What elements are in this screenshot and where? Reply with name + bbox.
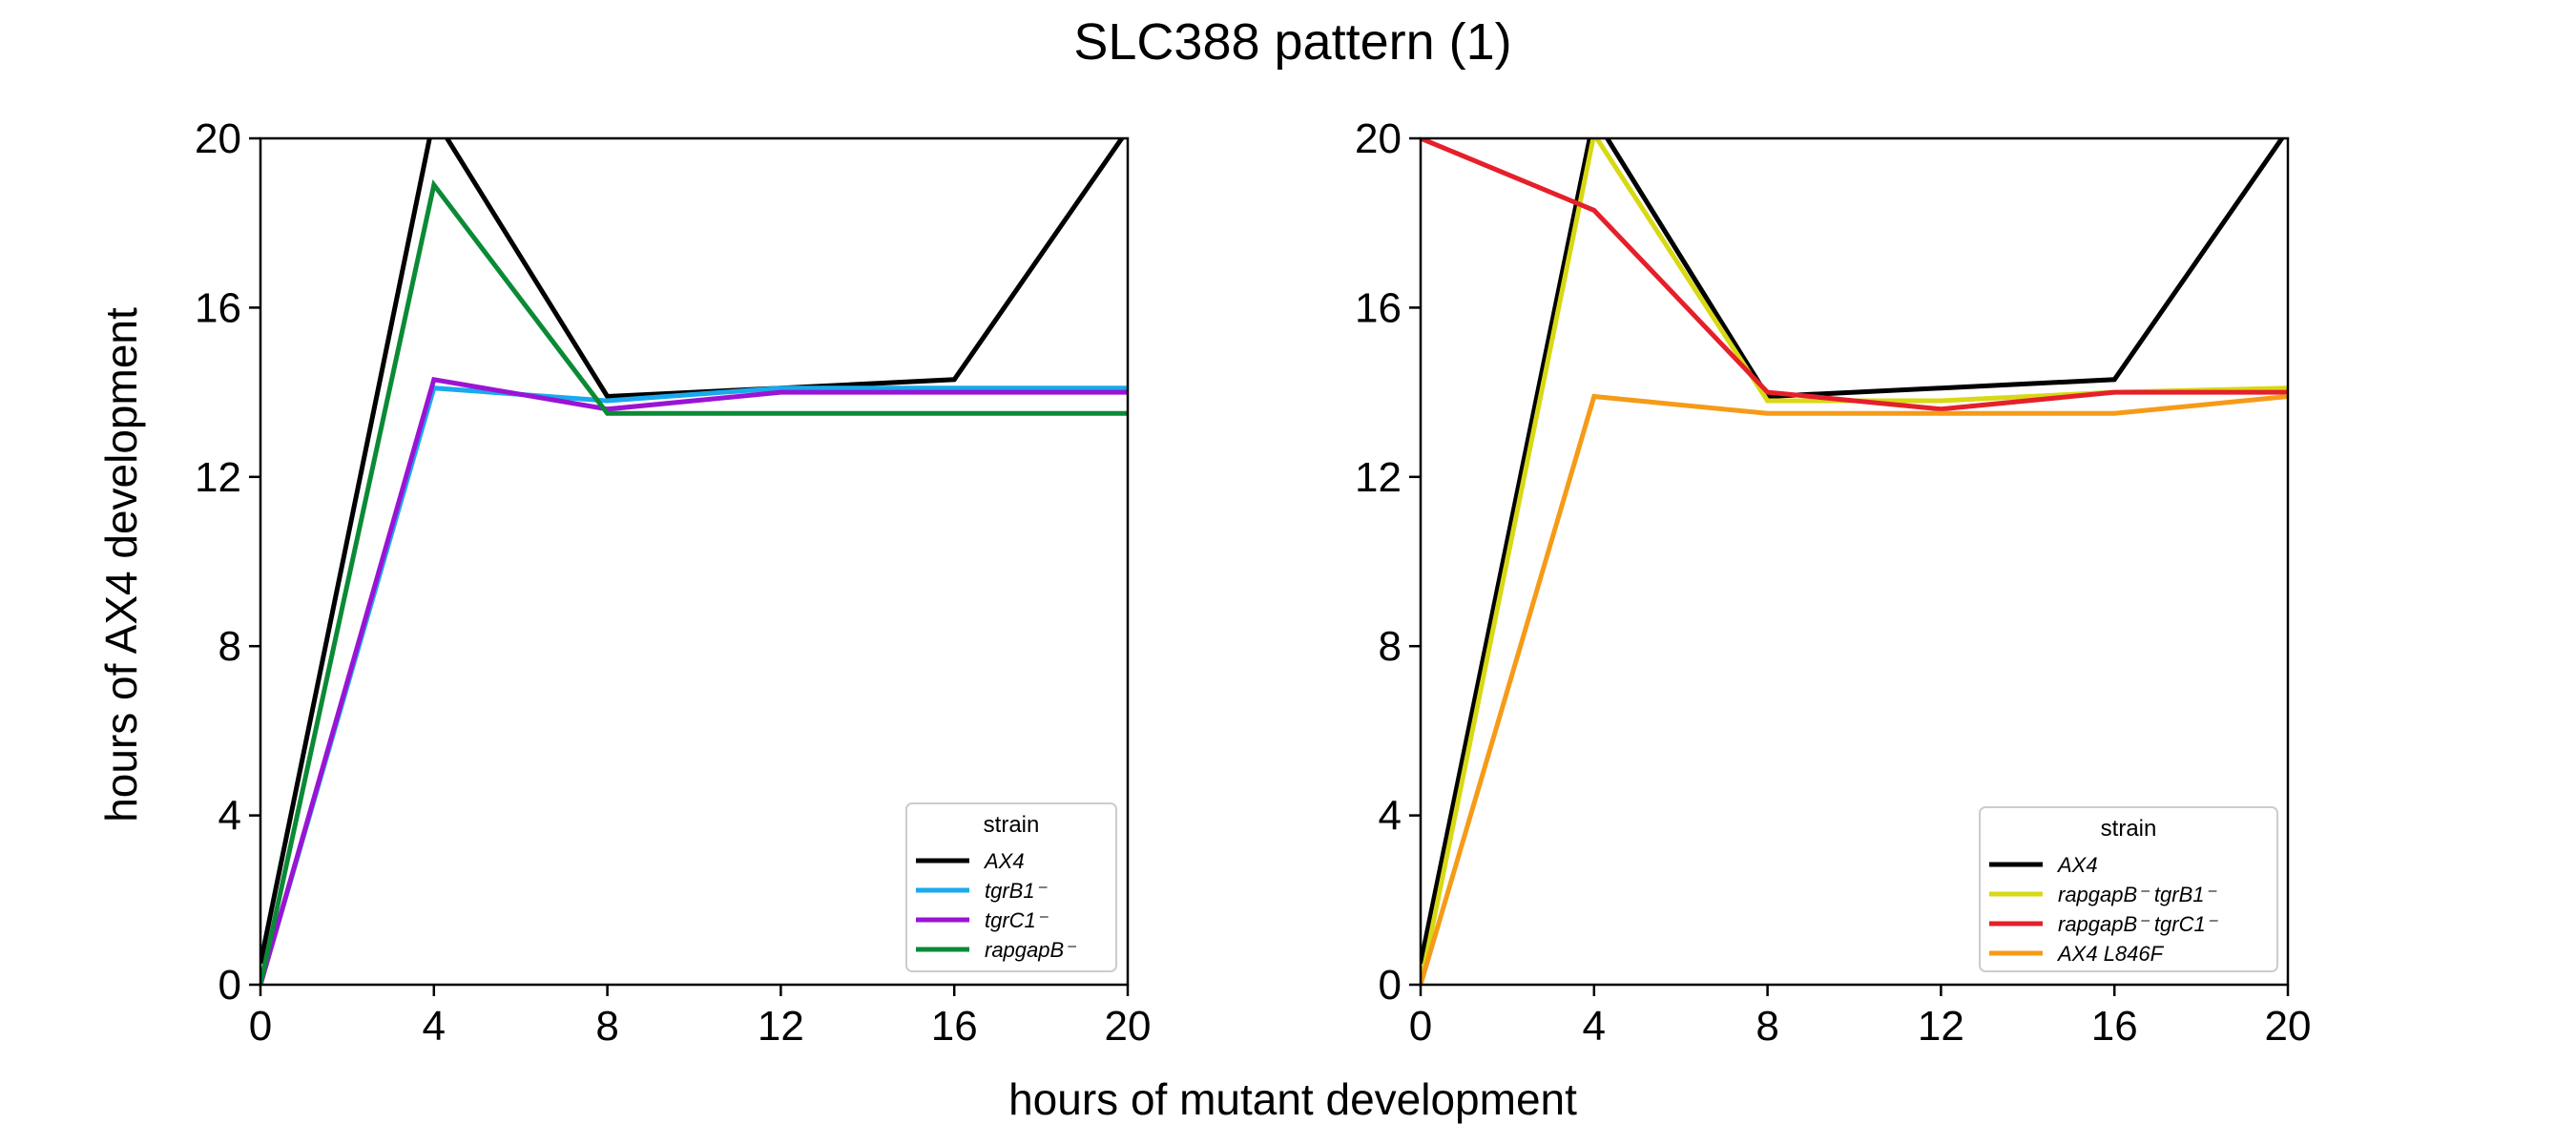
left-x-tick-label: 20 <box>1105 1003 1152 1050</box>
left-x-tick-label: 0 <box>249 1003 272 1050</box>
right-y-tick-label: 8 <box>1379 623 1402 670</box>
left-x-tick-label: 4 <box>423 1003 446 1050</box>
right-legend-entry: AX4 L846F <box>2056 942 2165 966</box>
right-y-tick-label: 16 <box>1355 284 1402 331</box>
left-chart-panel: 0 4 8 12 16 20 0 4 8 12 16 20 strain AX4 tgrB1⁻ tgrC1⁻ r… <box>195 115 1151 1050</box>
figure-title: SLC388 pattern (1) <box>1073 13 1511 71</box>
right-x-tick-label: 4 <box>1583 1003 1606 1050</box>
right-series-group <box>1421 138 2288 985</box>
left-axes-frame <box>259 136 1130 987</box>
x-axis-label: hours of mutant development <box>1008 1074 1577 1124</box>
left-legend-entry: AX4 <box>983 849 1025 873</box>
left-series-line-rapgapb <box>260 178 1128 985</box>
left-y-tick-label: 8 <box>218 623 241 670</box>
right-y-tick-label: 0 <box>1379 962 1402 1009</box>
right-series-line-ax4-l846f <box>1421 393 2288 985</box>
right-series-line-rapgapb-tgrc1 <box>1421 138 2288 412</box>
left-y-tick-label: 0 <box>218 962 241 1009</box>
left-legend-entry: rapgapB⁻ <box>985 938 1077 962</box>
y-axis-label: hours of AX4 development <box>96 307 146 822</box>
left-x-tick-label: 8 <box>595 1003 618 1050</box>
right-x-tick-label: 0 <box>1409 1003 1432 1050</box>
left-y-tick-label: 12 <box>195 454 241 501</box>
right-x-tick-label: 16 <box>2091 1003 2138 1050</box>
right-x-tick-label: 12 <box>1918 1003 1964 1050</box>
right-series-line-ax4 <box>1421 138 2285 965</box>
left-legend-entry: tgrC1⁻ <box>985 908 1049 932</box>
left-legend-entry: tgrB1⁻ <box>985 879 1049 903</box>
right-axes-frame <box>1419 136 2290 987</box>
right-legend-box <box>1979 806 2278 972</box>
right-y-tick-label: 12 <box>1355 454 1402 501</box>
right-legend-title: strain <box>2101 816 2157 842</box>
left-y-tick-label: 20 <box>195 115 241 162</box>
left-series-group <box>260 138 1128 985</box>
left-x-tick-label: 12 <box>758 1003 804 1050</box>
left-legend: strain AX4 tgrB1⁻ tgrC1⁻ rapgapB⁻ <box>905 802 1117 972</box>
right-legend-entry: rapgapB⁻ tgrB1⁻ <box>2058 883 2217 906</box>
left-y-tick-label: 4 <box>218 793 241 840</box>
right-y-tick-label: 4 <box>1379 793 1402 840</box>
left-series-line-tgrc1 <box>260 376 1128 985</box>
right-x-tick-label: 8 <box>1755 1003 1778 1050</box>
right-legend-entry: rapgapB⁻ tgrC1⁻ <box>2058 912 2219 936</box>
left-legend-title: strain <box>984 812 1040 838</box>
right-legend-entry: AX4 <box>2056 853 2098 877</box>
right-y-tick-label: 20 <box>1355 115 1402 162</box>
left-x-tick-label: 16 <box>931 1003 978 1050</box>
left-legend-box <box>905 802 1117 972</box>
right-x-tick-label: 20 <box>2265 1003 2312 1050</box>
left-y-tick-label: 16 <box>195 284 241 331</box>
